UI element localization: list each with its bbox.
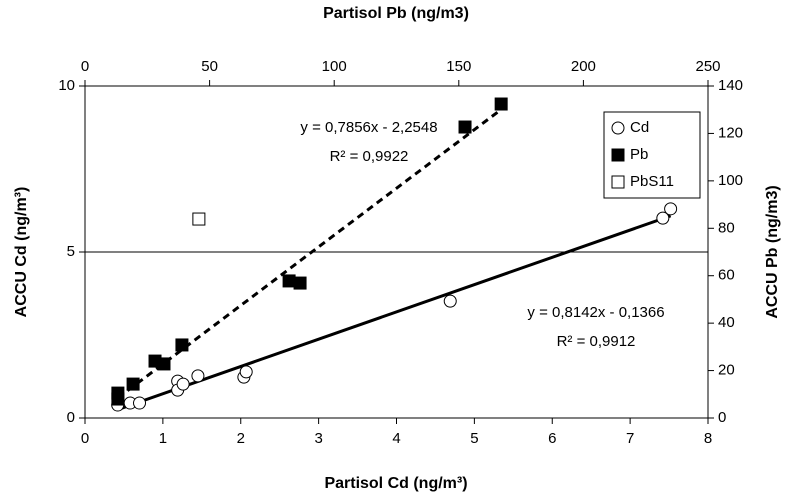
y2-tick-label: 100 [718,172,743,189]
annotation: R² = 0,9912 [557,333,636,350]
legend-label: PbS11 [630,173,674,190]
x-tick-label: 3 [314,430,322,447]
y-tick-label: 0 [67,409,75,426]
y-tick-label: 10 [58,77,75,94]
x-axis-label: Partisol Cd (ng/m³) [324,475,467,492]
point [111,392,125,406]
y-axis-label: ACCU Cd (ng/m³) [13,187,30,318]
x-tick-label: 2 [237,430,245,447]
y2-tick-label: 80 [718,219,735,236]
point [126,377,140,391]
point [157,357,171,371]
point [191,369,205,383]
legend-label: Pb [630,146,648,163]
y2-tick-label: 20 [718,362,735,379]
x-tick-label: 0 [81,430,89,447]
x2-tick-label: 0 [81,58,89,75]
annotation: y = 0,8142x - 0,1366 [527,304,664,321]
x-tick-label: 6 [548,430,556,447]
point [664,202,678,216]
legend [603,111,701,199]
x-tick-label: 1 [159,430,167,447]
y2-tick-label: 40 [718,314,735,331]
y2-tick-label: 120 [718,124,743,141]
point [458,120,472,134]
point [293,276,307,290]
legend-marker [611,148,625,162]
point [176,377,190,391]
point [192,212,206,226]
point [133,396,147,410]
legend-marker [611,175,625,189]
x-tick-label: 5 [470,430,478,447]
y2-tick-label: 140 [718,77,743,94]
x2-axis-label: Partisol Pb (ng/m3) [323,5,469,22]
point [494,97,508,111]
legend-marker [611,121,625,135]
x-tick-label: 4 [392,430,400,447]
legend-label: Cd [630,119,649,136]
x-tick-label: 8 [704,430,712,447]
x2-tick-label: 250 [695,58,720,75]
x2-tick-label: 200 [571,58,596,75]
point [282,274,296,288]
trendline [116,108,503,400]
annotation: y = 0,7856x - 2,2548 [300,119,437,136]
point [175,338,189,352]
y2-tick-label: 0 [718,409,726,426]
x2-tick-label: 100 [322,58,347,75]
x2-tick-label: 50 [201,58,218,75]
trendline [117,214,672,412]
x-tick-label: 7 [626,430,634,447]
y2-axis-label: ACCU Pb (ng/m3) [764,185,781,318]
point [443,294,457,308]
y2-tick-label: 60 [718,267,735,284]
x2-tick-label: 150 [446,58,471,75]
annotation: R² = 0,9922 [330,148,409,165]
point [239,365,253,379]
y-tick-label: 5 [67,243,75,260]
point [656,211,670,225]
